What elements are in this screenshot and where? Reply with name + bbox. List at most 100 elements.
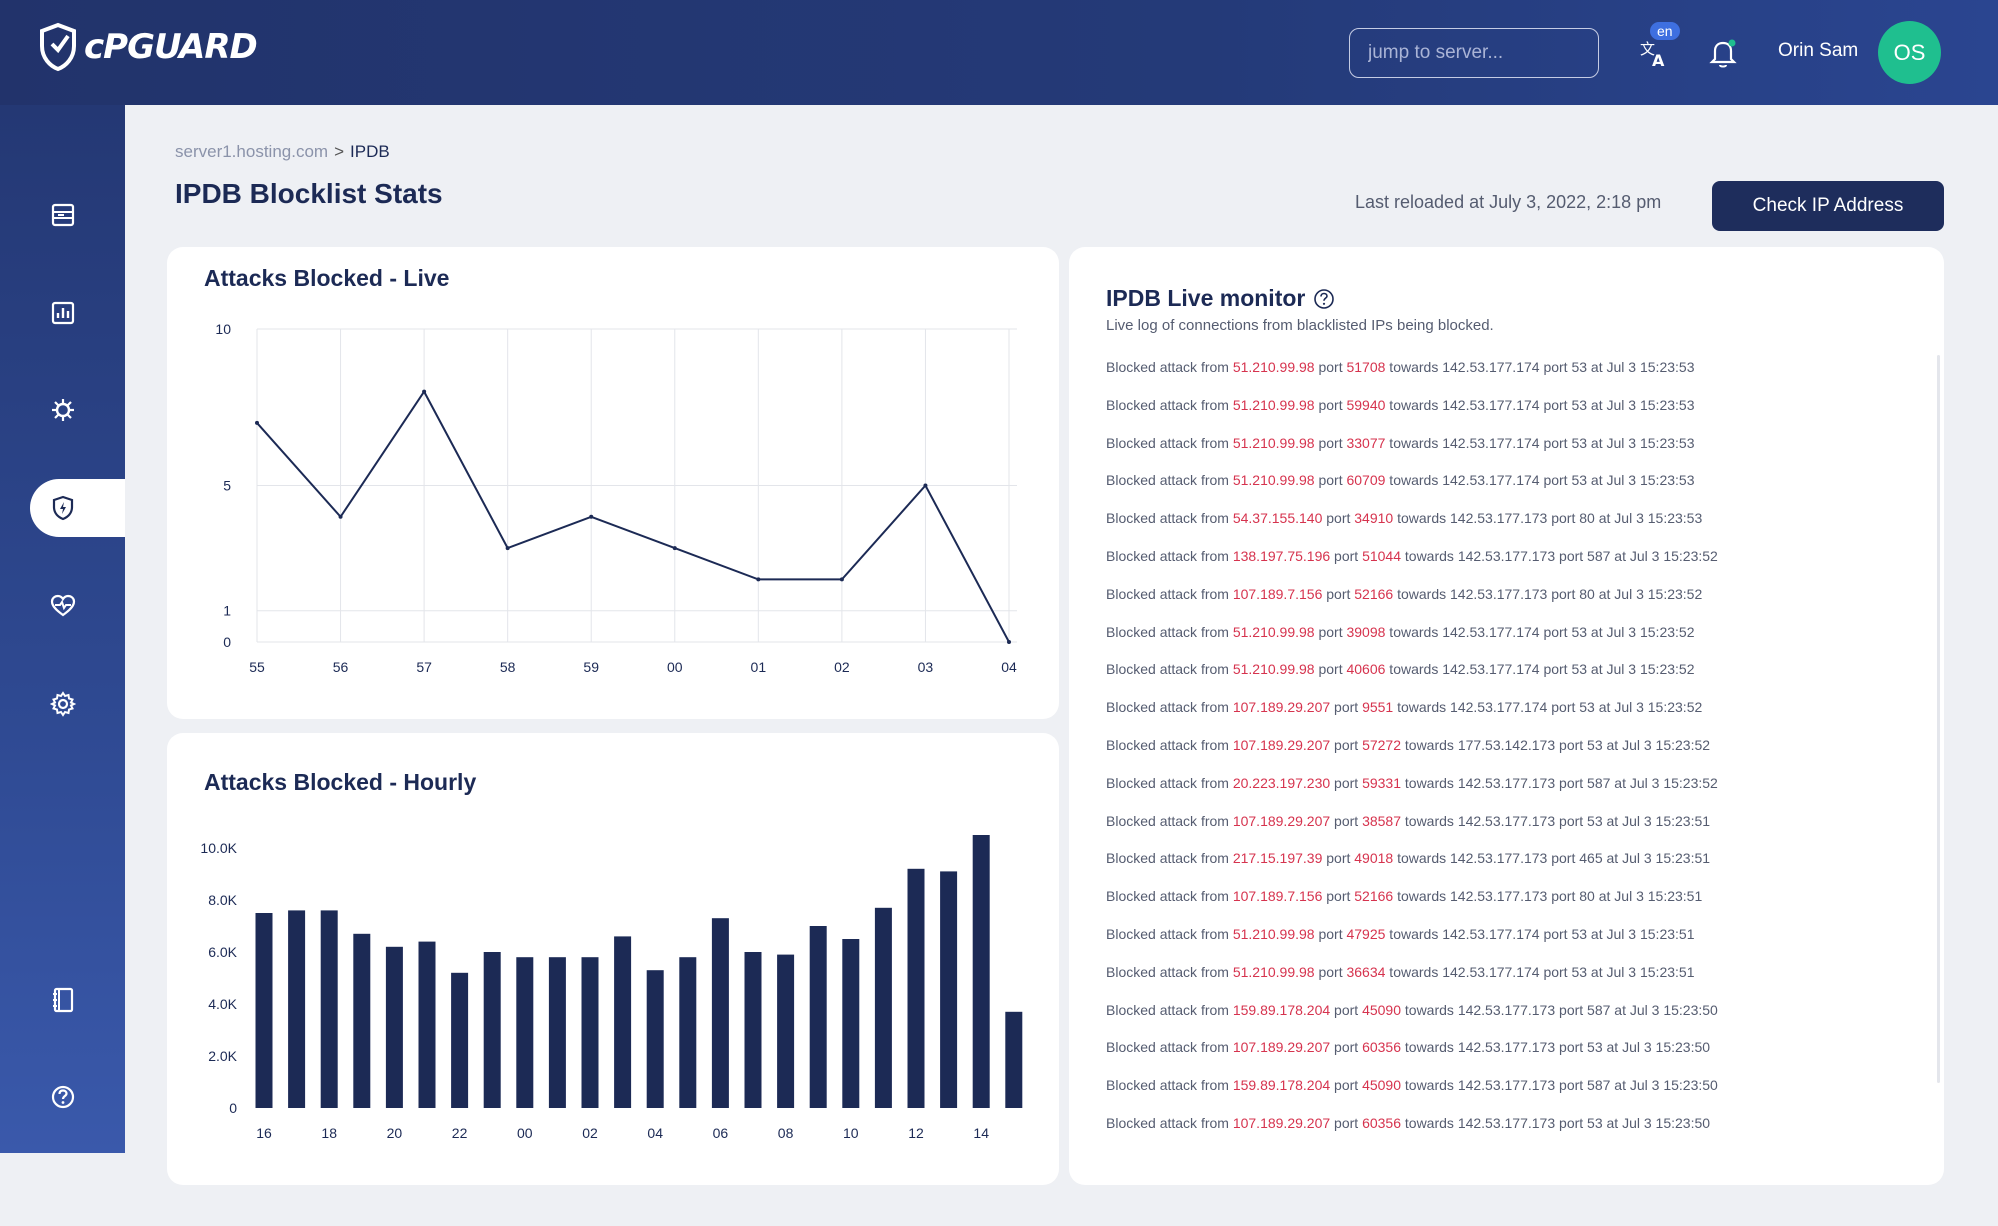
log-entry: Blocked attack from 51.210.99.98 port 51…	[1106, 359, 1695, 375]
x-tick-label: 08	[778, 1125, 794, 1141]
hourly-bar[interactable]	[679, 957, 697, 1108]
hourly-bar[interactable]	[288, 910, 306, 1108]
shield-logo-icon	[40, 22, 76, 72]
log-entry: Blocked attack from 217.15.197.39 port 4…	[1106, 850, 1711, 867]
check-ip-button[interactable]: Check IP Address	[1712, 181, 1944, 231]
x-tick-label: 59	[583, 659, 599, 675]
log-time: Jul 3 15:23:53	[1606, 359, 1695, 375]
sidebar-item-help[interactable]	[30, 1068, 125, 1126]
breadcrumb-server[interactable]: server1.hosting.com	[175, 142, 329, 161]
hourly-bar[interactable]	[809, 926, 827, 1108]
log-time: Jul 3 15:23:50	[1629, 1001, 1718, 1018]
question-circle-icon[interactable]	[1313, 288, 1335, 310]
hourly-bar[interactable]	[516, 957, 534, 1108]
hourly-bar[interactable]	[385, 946, 403, 1108]
log-source-ip: 51.210.99.98	[1232, 963, 1315, 980]
sidebar-item-malware[interactable]	[30, 381, 125, 439]
virus-icon	[52, 399, 74, 421]
hourly-bar[interactable]	[614, 936, 632, 1108]
log-entry: Blocked attack from 159.89.178.204 port …	[1106, 1077, 1718, 1094]
live-data-point[interactable]	[756, 577, 761, 582]
live-data-point[interactable]	[589, 514, 594, 519]
hourly-bar[interactable]	[1005, 1011, 1023, 1108]
log-time: Jul 3 15:23:53	[1606, 472, 1695, 489]
sidebar-item-ipdb[interactable]	[30, 479, 125, 537]
log-entry: Blocked attack from 107.189.29.207 port …	[1106, 1039, 1711, 1056]
hourly-bar[interactable]	[940, 871, 958, 1108]
hourly-bar[interactable]	[483, 952, 501, 1108]
log-dest-port: 53	[1571, 472, 1588, 489]
hourly-chart-title: Attacks Blocked - Hourly	[204, 769, 477, 795]
log-source-ip: 20.223.197.230	[1232, 774, 1331, 791]
log-entry: Blocked attack from 51.210.99.98 port 36…	[1106, 963, 1695, 980]
log-dest-port: 53	[1587, 1114, 1603, 1131]
monitor-title-text: IPDB Live monitor	[1106, 285, 1306, 311]
log-dest-port: 465	[1579, 850, 1603, 867]
log-source-ip: 107.189.29.207	[1232, 1114, 1331, 1131]
sidebar-item-settings[interactable]	[30, 675, 125, 733]
log-dest-ip: 142.53.177.173	[1450, 888, 1548, 905]
hourly-bar[interactable]	[581, 957, 599, 1108]
hourly-bar[interactable]	[842, 939, 860, 1108]
svg-text:A: A	[1652, 51, 1665, 68]
live-data-point[interactable]	[672, 546, 677, 551]
sidebar-item-health[interactable]	[30, 577, 125, 635]
hourly-bar[interactable]	[711, 918, 729, 1108]
user-name[interactable]: Orin Sam	[1778, 40, 1859, 61]
top-bar: cPGUARD 文 A en Orin Sam OS	[0, 0, 1998, 105]
hourly-bar[interactable]	[744, 952, 762, 1108]
hourly-bar[interactable]	[548, 957, 566, 1108]
hourly-bar[interactable]	[451, 972, 469, 1108]
avatar[interactable]: OS	[1878, 21, 1941, 84]
hourly-bar[interactable]	[907, 868, 925, 1108]
x-tick-label: 01	[751, 659, 767, 675]
log-time: Jul 3 15:23:51	[1622, 812, 1711, 829]
live-data-point[interactable]	[255, 420, 259, 425]
log-dest-ip: 142.53.177.174	[1442, 359, 1540, 375]
live-data-point[interactable]	[839, 577, 844, 582]
x-tick-label: 22	[452, 1125, 468, 1141]
hourly-bar[interactable]	[646, 970, 664, 1108]
log-dest-ip: 142.53.177.173	[1450, 850, 1548, 867]
cpguard-logo[interactable]: cPGUARD	[38, 22, 258, 72]
x-tick-label: 02	[582, 1125, 598, 1141]
chart-icon	[51, 301, 75, 325]
search-input[interactable]	[1368, 42, 1613, 64]
log-entry: Blocked attack from 107.189.7.156 port 5…	[1106, 585, 1703, 602]
gear-icon	[50, 691, 76, 717]
log-source-ip: 51.210.99.98	[1232, 661, 1315, 678]
hourly-bar[interactable]	[777, 954, 795, 1108]
log-dest-port: 80	[1579, 585, 1595, 602]
translate-icon[interactable]: 文 A	[1634, 33, 1674, 73]
log-source-port: 60709	[1346, 472, 1386, 489]
log-time: Jul 3 15:23:50	[1622, 1114, 1711, 1131]
live-data-point[interactable]	[1007, 640, 1011, 644]
live-data-point[interactable]	[505, 546, 510, 551]
sidebar-item-servers[interactable]	[30, 186, 125, 244]
log-time: Jul 3 15:23:50	[1629, 1077, 1718, 1094]
hourly-bar[interactable]	[418, 941, 436, 1108]
monitor-title: IPDB Live monitor	[1106, 285, 1335, 312]
hourly-bar[interactable]	[874, 907, 892, 1108]
hourly-bar[interactable]	[320, 910, 338, 1108]
x-tick-label: 56	[333, 659, 349, 675]
live-data-point[interactable]	[422, 389, 427, 394]
breadcrumb: server1.hosting.com > IPDB	[175, 142, 390, 162]
hourly-bar[interactable]	[353, 933, 371, 1108]
log-dest-port: 53	[1587, 812, 1603, 829]
log-dest-port: 587	[1587, 774, 1611, 791]
server-search[interactable]	[1349, 28, 1613, 78]
log-dest-ip: 142.53.177.174	[1442, 396, 1540, 413]
log-dest-port: 587	[1587, 1077, 1611, 1094]
sidebar-item-stats[interactable]	[30, 284, 125, 342]
bell-icon[interactable]	[1703, 33, 1743, 73]
live-data-point[interactable]	[338, 514, 343, 519]
sidebar-item-docs[interactable]	[30, 971, 125, 1029]
y-tick-label: 10.0K	[200, 840, 237, 856]
live-data-point[interactable]	[923, 483, 928, 488]
log-dest-port: 53	[1571, 623, 1588, 640]
hourly-bar[interactable]	[255, 913, 273, 1108]
hourly-bar[interactable]	[972, 835, 990, 1108]
log-source-ip: 138.197.75.196	[1232, 547, 1331, 564]
monitor-scrollbar[interactable]	[1937, 355, 1940, 1083]
